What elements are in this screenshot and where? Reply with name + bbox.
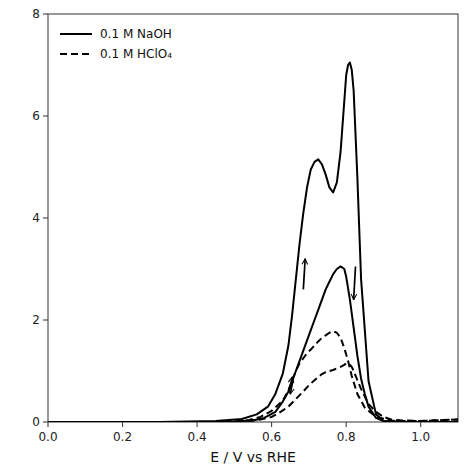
y-tick — [43, 218, 48, 219]
series-line — [48, 363, 458, 422]
arrow — [303, 259, 305, 290]
x-tick-label: 0.2 — [113, 430, 132, 444]
x-axis-label: E / V vs RHE — [210, 449, 296, 465]
x-tick — [48, 422, 49, 427]
legend-swatch — [60, 33, 92, 35]
y-tick-label: 8 — [32, 7, 40, 21]
y-tick-label: 4 — [32, 211, 40, 225]
y-tick — [43, 422, 48, 423]
series-line — [48, 331, 458, 422]
arrow — [290, 379, 293, 394]
legend-label: 0.1 M HClO₄ — [100, 47, 172, 61]
series-line — [48, 62, 458, 422]
x-tick — [346, 422, 347, 427]
plot-frame — [48, 14, 458, 422]
legend: 0.1 M NaOH 0.1 M HClO₄ — [60, 27, 172, 61]
plot-area — [48, 62, 458, 422]
legend-label: 0.1 M NaOH — [100, 27, 172, 41]
x-tick-label: 0.4 — [188, 430, 207, 444]
arrow — [354, 266, 356, 299]
y-tick — [43, 320, 48, 321]
y-tick-label: 0 — [32, 415, 40, 429]
chart: 0.0 0.2 0.4 0.6 0.8 1.0 E / V vs RHE 0 2 4 6 8 0.1 M… — [0, 0, 474, 474]
x-tick-label: 0.6 — [262, 430, 281, 444]
x-tick-label: 0.8 — [337, 430, 356, 444]
x-tick — [271, 422, 272, 427]
y-tick-label: 2 — [32, 313, 40, 327]
legend-swatch — [60, 53, 92, 55]
x-tick — [420, 422, 421, 427]
x-tick-label: 0.0 — [38, 430, 57, 444]
y-axis: 0 2 4 6 8 — [32, 7, 48, 429]
x-tick-label: 1.0 — [411, 430, 430, 444]
x-tick — [197, 422, 198, 427]
series-line — [48, 266, 458, 422]
y-tick-label: 6 — [32, 109, 40, 123]
x-axis: 0.0 0.2 0.4 0.6 0.8 1.0 — [38, 422, 430, 444]
x-tick — [122, 422, 123, 427]
y-tick — [43, 14, 48, 15]
y-tick — [43, 116, 48, 117]
arrows — [290, 259, 356, 394]
